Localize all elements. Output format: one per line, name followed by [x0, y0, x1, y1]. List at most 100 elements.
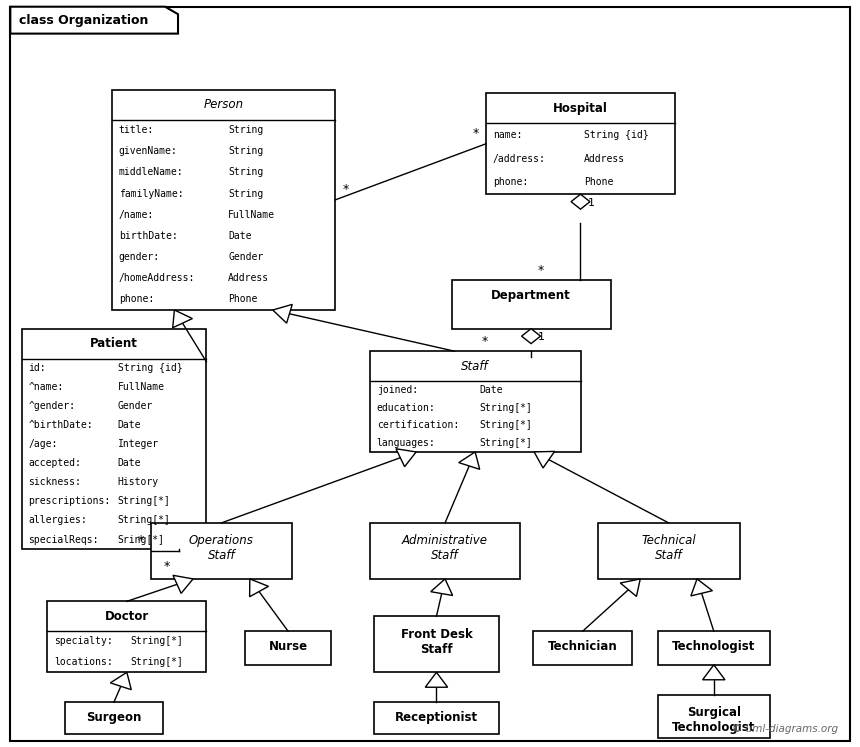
- Text: 1: 1: [587, 198, 594, 208]
- Text: specialty:: specialty:: [54, 636, 113, 646]
- Text: familyName:: familyName:: [119, 188, 183, 199]
- Bar: [658, 695, 770, 738]
- Polygon shape: [173, 575, 193, 593]
- Bar: [598, 523, 740, 579]
- Text: joined:: joined:: [377, 385, 418, 395]
- Text: Gender: Gender: [228, 252, 263, 262]
- Polygon shape: [534, 451, 555, 468]
- Text: id:: id:: [28, 363, 46, 373]
- Text: /name:: /name:: [119, 210, 154, 220]
- Text: String[*]: String[*]: [130, 636, 183, 646]
- Text: String[*]: String[*]: [479, 438, 532, 448]
- Text: Patient: Patient: [90, 337, 138, 350]
- Text: Surgical
Technologist: Surgical Technologist: [673, 706, 755, 734]
- Text: /homeAddress:: /homeAddress:: [119, 273, 195, 283]
- Text: allergies:: allergies:: [28, 515, 87, 525]
- Text: String[*]: String[*]: [118, 515, 170, 525]
- Polygon shape: [431, 579, 452, 595]
- Text: FullName: FullName: [228, 210, 275, 220]
- Text: String[*]: String[*]: [479, 421, 532, 430]
- Text: accepted:: accepted:: [28, 459, 81, 468]
- Text: givenName:: givenName:: [119, 146, 177, 156]
- Text: Front Desk
Staff: Front Desk Staff: [401, 627, 472, 656]
- Bar: [452, 280, 611, 329]
- Bar: [22, 329, 206, 549]
- Text: String: String: [228, 146, 263, 156]
- Text: phone:: phone:: [119, 294, 154, 305]
- Text: ^name:: ^name:: [28, 382, 64, 392]
- Text: Phone: Phone: [584, 177, 614, 187]
- Text: String: String: [228, 125, 263, 135]
- Text: title:: title:: [119, 125, 154, 135]
- Text: class Organization: class Organization: [19, 13, 148, 27]
- Text: education:: education:: [377, 403, 435, 412]
- Polygon shape: [620, 579, 640, 596]
- Polygon shape: [458, 452, 480, 469]
- Text: Address: Address: [228, 273, 269, 283]
- Text: Operations
Staff: Operations Staff: [189, 534, 254, 562]
- Bar: [658, 631, 770, 665]
- Bar: [370, 351, 580, 452]
- Bar: [370, 523, 520, 579]
- Text: Sring[*]: Sring[*]: [118, 535, 164, 545]
- Text: *: *: [538, 264, 544, 277]
- Text: Integer: Integer: [118, 439, 159, 449]
- Text: sickness:: sickness:: [28, 477, 81, 487]
- Polygon shape: [10, 7, 178, 34]
- Text: /age:: /age:: [28, 439, 58, 449]
- Text: Person: Person: [204, 98, 243, 111]
- Polygon shape: [249, 579, 268, 597]
- Polygon shape: [691, 579, 712, 596]
- Text: ^gender:: ^gender:: [28, 401, 76, 411]
- Text: locations:: locations:: [54, 657, 113, 667]
- Text: History: History: [118, 477, 159, 487]
- Text: Phone: Phone: [228, 294, 257, 305]
- Text: Date: Date: [118, 421, 141, 430]
- Text: String: String: [228, 188, 263, 199]
- Text: *: *: [482, 335, 488, 348]
- Text: Receptionist: Receptionist: [395, 710, 478, 724]
- Text: *: *: [138, 534, 144, 547]
- Bar: [374, 702, 499, 734]
- Text: Technical
Staff: Technical Staff: [642, 534, 696, 562]
- Text: certification:: certification:: [377, 421, 459, 430]
- Bar: [374, 616, 499, 672]
- Polygon shape: [521, 329, 541, 344]
- Text: ^birthDate:: ^birthDate:: [28, 421, 93, 430]
- Text: String: String: [228, 167, 263, 178]
- Text: *: *: [342, 183, 348, 196]
- Bar: [112, 90, 335, 310]
- Text: Doctor: Doctor: [105, 610, 149, 623]
- Text: Date: Date: [118, 459, 141, 468]
- Bar: [245, 631, 331, 665]
- Text: String[*]: String[*]: [130, 657, 183, 667]
- Text: *: *: [163, 560, 170, 573]
- Text: String {id}: String {id}: [584, 130, 649, 140]
- Polygon shape: [571, 194, 590, 209]
- Text: /address:: /address:: [493, 154, 545, 164]
- Text: 1: 1: [538, 332, 545, 342]
- Text: © uml-diagrams.org: © uml-diagrams.org: [733, 724, 838, 734]
- Bar: [47, 601, 206, 672]
- Text: *: *: [473, 127, 479, 140]
- Text: phone:: phone:: [493, 177, 528, 187]
- Text: Surgeon: Surgeon: [86, 710, 142, 724]
- Text: prescriptions:: prescriptions:: [28, 497, 111, 506]
- Polygon shape: [703, 665, 725, 680]
- Text: languages:: languages:: [377, 438, 435, 448]
- Text: name:: name:: [493, 130, 522, 140]
- Text: Administrative
Staff: Administrative Staff: [402, 534, 488, 562]
- Text: Address: Address: [584, 154, 625, 164]
- Polygon shape: [173, 310, 193, 328]
- Polygon shape: [425, 672, 447, 687]
- Bar: [486, 93, 675, 194]
- Text: Technologist: Technologist: [673, 639, 755, 653]
- Polygon shape: [273, 304, 292, 323]
- Polygon shape: [110, 672, 132, 689]
- Bar: [533, 631, 632, 665]
- Text: String[*]: String[*]: [479, 403, 532, 412]
- Text: Technician: Technician: [548, 639, 617, 653]
- Text: Hospital: Hospital: [553, 102, 608, 115]
- Text: FullName: FullName: [118, 382, 164, 392]
- Text: Gender: Gender: [118, 401, 153, 411]
